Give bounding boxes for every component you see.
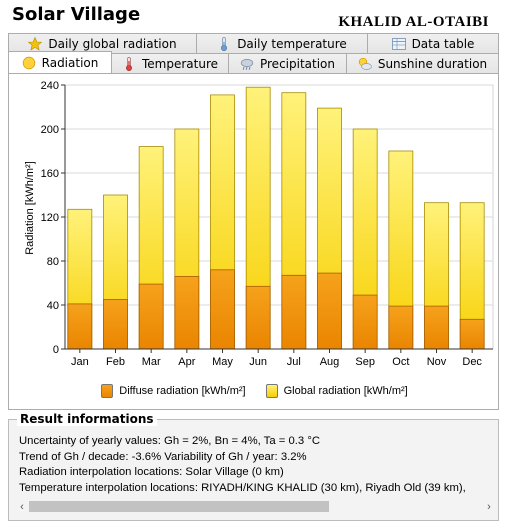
tab-row-primary: Radiation Temperature Precipitation Suns…: [8, 51, 499, 73]
scroll-right-icon[interactable]: ›: [487, 500, 491, 513]
tab-label: Precipitation: [259, 56, 335, 71]
scroll-thumb[interactable]: [29, 501, 329, 512]
bar-diffuse-jan: [67, 303, 93, 350]
x-tick-label: Dec: [462, 356, 482, 368]
bar-diffuse-may: [210, 269, 235, 350]
result-text: Uncertainty of yearly values: Gh = 2%, B…: [19, 434, 494, 496]
x-tick-label: Mar: [142, 356, 161, 368]
bar-diffuse-oct: [388, 305, 414, 350]
app-title: Solar Village: [12, 4, 141, 25]
bar-diffuse-apr: [174, 275, 200, 350]
bar-diffuse-feb: [103, 299, 128, 350]
radiation-chart: 0 40 80 120 160 200 240 Jan Feb Mar Apr May Jun Jul Au…: [24, 80, 494, 368]
x-tick-label: Feb: [106, 356, 125, 368]
bar-diffuse-jul: [281, 274, 307, 350]
legend-swatch-global: [265, 384, 278, 398]
x-tick-label: Jun: [249, 356, 267, 368]
tab-label: Sunshine duration: [377, 56, 488, 71]
y-tick-label: 120: [41, 212, 59, 224]
y-axis-label: Radiation [kWh/m²]: [24, 161, 36, 255]
x-tick-label: Apr: [178, 356, 195, 368]
legend-item-diffuse: Diffuse radiation [kWh/m²]: [101, 384, 246, 398]
scroll-track[interactable]: [29, 501, 482, 512]
x-tick-label: Aug: [320, 356, 340, 368]
thermometer-icon: [221, 36, 228, 51]
bar-diffuse-dec: [459, 318, 485, 350]
author-name: KHALID AL-OTAIBI: [338, 14, 489, 30]
y-tick-label: 240: [41, 80, 59, 92]
x-tick-label: Oct: [392, 356, 409, 368]
y-tick-label: 40: [47, 300, 59, 312]
legend-swatch-diffuse: [101, 384, 114, 398]
sun-cloud-icon: [358, 57, 372, 70]
tab-sunshine-duration[interactable]: Sunshine duration: [346, 53, 499, 73]
x-tick-label: Jul: [287, 356, 301, 368]
result-line: Trend of Gh / decade: -3.6% Variability …: [19, 450, 307, 463]
bar-diffuse-jun: [245, 285, 271, 350]
bar-diffuse-sep: [352, 294, 378, 350]
result-title: Result informations: [17, 412, 157, 426]
x-tick-label: Nov: [427, 356, 447, 368]
x-tick-label: Jan: [71, 356, 89, 368]
scroll-left-icon[interactable]: ‹: [20, 500, 24, 513]
cloud-rain-icon: [240, 58, 254, 70]
tab-label: Radiation: [41, 55, 99, 70]
result-line: Radiation interpolation locations: Solar…: [19, 466, 284, 478]
bar-diffuse-mar: [138, 283, 164, 350]
tab-label: Data table: [411, 36, 475, 51]
result-informations-panel: Result informations Uncertainty of yearl…: [8, 412, 499, 521]
y-tick-label: 0: [53, 344, 59, 356]
chart-legend: Diffuse radiation [kWh/m²] Global radiat…: [9, 384, 500, 398]
tab-label: Daily temperature: [237, 36, 347, 51]
table-icon: [391, 37, 406, 50]
tab-data-table[interactable]: Data table: [367, 33, 499, 53]
result-line: Uncertainty of yearly values: Gh = 2%, B…: [19, 435, 321, 447]
tab-daily-temperature[interactable]: Daily temperature: [196, 33, 368, 53]
sun-icon: [22, 56, 35, 69]
x-tick-label: May: [212, 356, 233, 368]
legend-label: Global radiation [kWh/m²]: [283, 385, 408, 397]
tab-row-secondary: Daily global radiation Daily temperature…: [8, 33, 499, 53]
horizontal-scrollbar[interactable]: ‹ ›: [15, 499, 496, 514]
tab-label: Daily global radiation: [48, 36, 177, 51]
bar-diffuse-nov: [424, 305, 449, 350]
thermometer-icon: [126, 56, 132, 71]
x-tick-label: Sep: [355, 356, 375, 368]
legend-item-global: Global radiation [kWh/m²]: [265, 384, 408, 398]
y-tick-label: 200: [41, 124, 59, 136]
y-tick-label: 80: [47, 256, 59, 268]
legend-label: Diffuse radiation [kWh/m²]: [119, 385, 246, 397]
tab-temperature[interactable]: Temperature: [111, 53, 229, 73]
star-icon: [28, 36, 43, 51]
tab-label: Temperature: [141, 56, 218, 71]
result-line: Temperature interpolation locations: RIY…: [19, 481, 466, 494]
tab-precipitation[interactable]: Precipitation: [228, 53, 347, 73]
tab-radiation[interactable]: Radiation: [8, 51, 112, 73]
chart-panel: 0 40 80 120 160 200 240 Jan Feb Mar Apr May Jun Jul Au…: [8, 73, 499, 410]
y-tick-label: 160: [41, 168, 59, 180]
tab-daily-global-radiation[interactable]: Daily global radiation: [8, 33, 197, 53]
bar-diffuse-aug: [317, 272, 342, 350]
